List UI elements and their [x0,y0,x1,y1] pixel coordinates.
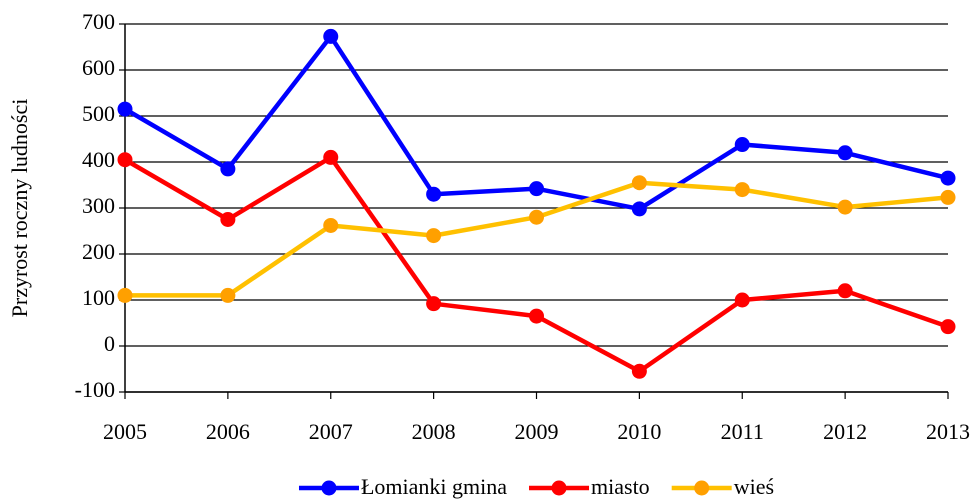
series-marker [529,181,544,197]
series-marker [734,137,750,153]
y-tick-label: -100 [75,377,115,402]
x-tick-label: 2006 [206,419,250,444]
legend-item: wieś [671,474,774,499]
series-marker [940,170,956,186]
y-tick-label: 400 [82,147,115,172]
series-marker [323,217,339,233]
x-tick-label: 2007 [309,419,353,444]
series-marker [940,189,956,205]
series-marker [220,212,236,227]
x-tick-label: 2009 [515,419,559,444]
series-line [125,180,949,298]
y-tick-label: 0 [104,331,115,356]
legend: Łomianki gmina miasto wieś [298,474,774,499]
legend-label: Łomianki gmina [361,474,507,499]
legend-item: miasto [529,474,650,499]
x-tick-label: 2012 [823,419,867,444]
x-tick-label: 2013 [926,419,970,444]
series-marker [220,287,236,303]
legend-label: miasto [591,474,650,499]
series-marker [529,209,544,225]
y-tick-label: 500 [82,101,115,126]
x-tick-label: 2008 [412,419,456,444]
x-tick-label: 2005 [103,419,147,444]
series-marker [323,149,339,165]
series-marker [631,201,647,217]
series-marker [631,175,647,191]
series-marker [220,161,236,177]
series-marker [734,292,750,308]
series-marker [837,145,853,161]
series-marker [426,296,442,312]
series-marker [323,28,339,44]
legend-label: wieś [734,474,774,499]
y-tick-label: 200 [82,239,115,264]
series-marker [426,186,442,202]
series-marker [117,101,133,117]
x-tick-label: 2010 [617,419,661,444]
legend-item: Łomianki gmina [298,474,507,499]
series-marker [837,283,853,299]
legend-marker [321,480,337,496]
series-marker [529,308,544,324]
y-tick-label: 600 [82,55,115,80]
series-marker [837,199,853,215]
y-tick-label: 300 [82,193,115,218]
series-marker [734,182,750,198]
series-marker [117,287,133,303]
y-axis-label: Przyrost roczny ludności [7,99,32,318]
series-marker [117,152,133,168]
legend-marker [694,480,710,496]
y-tick-label: 100 [82,285,115,310]
series-marker [631,363,647,379]
series-marker [426,228,442,244]
y-tick-label: 700 [82,9,115,34]
x-tick-label: 2011 [721,419,764,444]
series-marker [940,319,956,335]
legend-marker [551,480,567,496]
